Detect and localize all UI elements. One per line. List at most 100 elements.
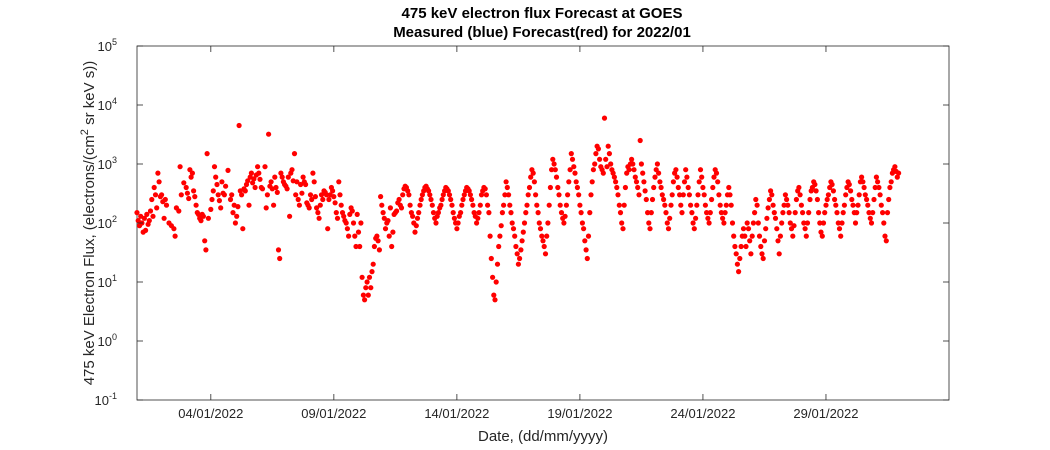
data-point (344, 226, 350, 232)
data-point (239, 192, 245, 198)
data-point (792, 210, 798, 216)
y-axis-label: 475 keV Electron Flux, (electrons/(cm2 s… (79, 61, 98, 386)
data-point (589, 179, 595, 185)
y-axis: 10-1 100 101 102 103 104 105 (95, 37, 949, 408)
data-point (824, 196, 830, 203)
data-points (134, 115, 902, 303)
data-point (203, 247, 209, 253)
data-point (729, 220, 736, 226)
data-point (775, 238, 781, 244)
data-point (578, 210, 584, 216)
y-tick-label: 102 (98, 214, 117, 231)
data-point (537, 226, 544, 232)
data-point (230, 210, 236, 216)
data-point (354, 211, 360, 217)
data-point (561, 220, 567, 226)
data-point (418, 196, 424, 203)
data-point (156, 179, 162, 185)
data-point (528, 174, 534, 180)
data-point (491, 292, 497, 298)
data-point (632, 174, 638, 180)
data-point (617, 210, 624, 216)
data-point (428, 196, 434, 203)
data-point (838, 233, 844, 239)
data-point (151, 184, 157, 191)
data-point (152, 192, 159, 198)
data-point (400, 192, 406, 198)
data-point (662, 202, 668, 208)
data-point (760, 255, 766, 262)
data-point (390, 229, 396, 235)
data-point (461, 192, 467, 198)
data-point (814, 196, 821, 203)
data-point (275, 247, 282, 253)
data-point (291, 151, 298, 157)
data-point (647, 226, 653, 232)
data-point (710, 184, 716, 191)
data-point (753, 196, 759, 203)
chart-title: 475 keV electron flux Forecast at GOES (402, 5, 683, 22)
data-point (621, 202, 627, 208)
data-point (448, 196, 454, 203)
data-point (545, 220, 551, 226)
data-point (759, 251, 765, 257)
data-point (417, 202, 423, 208)
data-point (806, 210, 812, 216)
data-point (225, 167, 231, 173)
data-point (435, 210, 441, 216)
data-point (888, 179, 894, 185)
data-point (822, 210, 828, 216)
data-point (274, 189, 280, 195)
data-point (765, 205, 771, 211)
data-point (605, 143, 611, 149)
data-point (581, 226, 587, 232)
data-point (645, 210, 651, 216)
data-point (798, 202, 805, 208)
data-point (633, 179, 640, 185)
data-point (610, 170, 616, 176)
data-point (263, 205, 269, 211)
data-point (699, 174, 705, 180)
data-point (246, 202, 252, 208)
data-point (817, 220, 823, 226)
plot-area (136, 45, 950, 401)
data-point (266, 131, 272, 137)
data-point (597, 156, 603, 162)
data-point (846, 181, 852, 188)
data-point (748, 251, 754, 257)
data-point (365, 292, 371, 298)
data-point (664, 220, 670, 226)
data-point (704, 210, 710, 216)
data-point (232, 220, 238, 226)
data-point (334, 215, 341, 221)
data-point (582, 238, 588, 244)
data-point (214, 181, 220, 188)
data-point (802, 226, 808, 232)
data-point (563, 202, 570, 208)
data-point (640, 170, 646, 176)
data-point (144, 211, 150, 217)
data-point (680, 192, 686, 198)
data-point (669, 192, 675, 198)
data-point (887, 184, 893, 191)
data-point (218, 205, 224, 211)
data-point (368, 285, 374, 291)
data-point (761, 238, 768, 244)
data-point (236, 122, 242, 129)
data-point (309, 196, 315, 203)
data-point (536, 220, 542, 226)
data-point (830, 188, 837, 194)
data-point (272, 174, 278, 180)
data-point (768, 188, 774, 194)
data-point (656, 170, 662, 176)
data-point (854, 210, 860, 216)
data-point (736, 269, 742, 275)
data-point (198, 218, 204, 224)
data-point (547, 184, 554, 191)
data-point (576, 192, 582, 198)
data-point (860, 179, 866, 185)
data-point (460, 196, 466, 203)
data-point (807, 196, 813, 203)
data-point (606, 151, 613, 157)
data-point (386, 233, 392, 239)
